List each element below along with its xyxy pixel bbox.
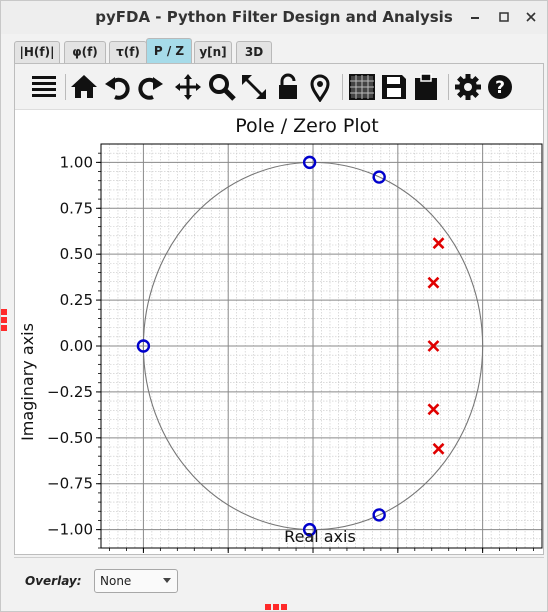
tab-pole-zero[interactable]: P / Z (146, 38, 192, 64)
unit-circle (142, 161, 484, 531)
resize-handle[interactable] (1, 317, 7, 323)
zero-marker (136, 339, 151, 353)
svg-text:?: ? (495, 78, 505, 98)
pan-icon (175, 74, 201, 100)
full-view-icon (242, 75, 266, 99)
grid-icon (349, 74, 375, 100)
resize-handle[interactable] (265, 604, 271, 610)
settings-button[interactable] (453, 72, 483, 102)
tab-group-delay[interactable]: τ(f) (109, 41, 147, 63)
y-tick-label: 0.75 (60, 199, 93, 217)
resize-handle[interactable] (273, 604, 279, 610)
pole-marker (432, 442, 445, 455)
plot-frame (100, 143, 543, 549)
zero-marker (372, 170, 386, 184)
overlay-selected-value: None (100, 574, 132, 588)
plot-panel: ? Pole / Zero Plot −1.0−0.50.00.51.01.00… (14, 63, 544, 555)
tab-3d[interactable]: 3D (236, 41, 272, 63)
y-tick-label: 0.25 (60, 291, 93, 309)
zero-marker (372, 508, 386, 522)
zero-marker (302, 155, 317, 170)
full-view-button[interactable] (239, 72, 269, 102)
save-icon (382, 75, 406, 99)
grid-button[interactable] (347, 72, 377, 102)
toggle-panel-icon (32, 76, 56, 97)
x-axis-label: Real axis (284, 527, 356, 546)
overlay-select[interactable]: None (94, 569, 178, 593)
y-tick-label: −0.50 (47, 429, 93, 447)
resize-handle[interactable] (1, 325, 7, 331)
pole-x-mark (427, 340, 440, 352)
zoom-icon (209, 74, 236, 101)
undo-button[interactable] (103, 72, 133, 102)
chart-title: Pole / Zero Plot (235, 115, 378, 137)
minimize-button[interactable] (465, 7, 485, 27)
zero-marker (302, 522, 317, 537)
tab-magnitude[interactable]: |H(f)| (14, 41, 60, 63)
pole-marker (427, 340, 440, 352)
tab-phase[interactable]: φ(f) (64, 41, 106, 63)
pole-x-mark (432, 442, 445, 455)
undo-icon (105, 77, 130, 100)
pan-button[interactable] (173, 72, 203, 102)
overlay-bar: Overlay: None (14, 557, 544, 604)
y-axis-label: Imaginary axis (18, 323, 37, 441)
pole-x-mark (432, 237, 445, 250)
pole-marker (427, 276, 440, 289)
lock-icon (279, 73, 297, 99)
y-tick-label: −0.75 (47, 475, 93, 493)
chevron-down-icon (163, 578, 171, 583)
pole-x-mark (427, 403, 440, 416)
help-icon: ? (488, 75, 512, 99)
pole-x-mark (427, 276, 440, 289)
y-tick-label: 0.00 (60, 337, 93, 355)
save-button[interactable] (379, 72, 409, 102)
toggle-panel-button[interactable] (29, 72, 59, 102)
y-tick-label: −0.25 (47, 383, 93, 401)
pole-marker (427, 403, 440, 416)
close-icon (526, 12, 536, 22)
overlay-label: Overlay: (25, 574, 82, 588)
lock-button[interactable] (273, 72, 303, 102)
clipboard-icon (415, 73, 437, 100)
home-button[interactable] (69, 72, 99, 102)
home-icon (71, 75, 97, 98)
resize-handle[interactable] (1, 309, 7, 315)
y-tick-label: 0.50 (60, 245, 93, 263)
window-title: pyFDA - Python Filter Design and Analysi… (95, 8, 453, 26)
settings-icon (455, 74, 481, 100)
maximize-icon (499, 12, 509, 22)
pole-marker (432, 237, 445, 250)
tab-impulse-response[interactable]: y[n] (194, 41, 232, 63)
marker-icon (310, 74, 330, 102)
y-tick-label: −1.00 (47, 521, 93, 539)
zoom-button[interactable] (207, 72, 237, 102)
pole-zero-chart[interactable]: Pole / Zero Plot −1.0−0.50.00.51.01.000.… (15, 110, 543, 554)
redo-icon (138, 77, 163, 100)
redo-button[interactable] (135, 72, 165, 102)
title-bar: pyFDA - Python Filter Design and Analysi… (1, 1, 547, 34)
resize-handle[interactable] (281, 604, 287, 610)
minimize-icon (471, 17, 479, 19)
maximize-button[interactable] (494, 7, 514, 27)
clipboard-button[interactable] (411, 72, 441, 102)
plot-toolbar: ? (15, 64, 543, 110)
close-button[interactable] (521, 7, 541, 27)
y-tick-label: 1.00 (60, 153, 93, 171)
marker-button[interactable] (305, 72, 335, 102)
help-button[interactable]: ? (485, 72, 515, 102)
